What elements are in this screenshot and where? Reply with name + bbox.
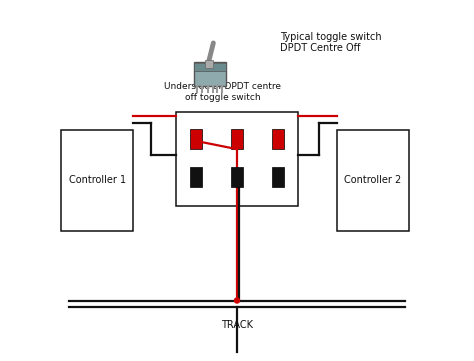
Bar	[272, 167, 284, 187]
Text: Controller 2: Controller 2	[345, 175, 402, 186]
Bar	[337, 130, 409, 231]
Bar	[272, 130, 284, 149]
Bar	[194, 63, 226, 71]
Bar	[190, 130, 202, 149]
Text: Typical toggle switch
DPDT Centre Off: Typical toggle switch DPDT Centre Off	[280, 32, 382, 53]
Bar	[205, 60, 213, 68]
Bar	[231, 167, 243, 187]
Bar	[190, 167, 202, 187]
Bar	[176, 112, 298, 205]
Circle shape	[235, 298, 239, 303]
Text: Underside of DPDT centre
off toggle switch: Underside of DPDT centre off toggle swit…	[164, 82, 281, 102]
Bar	[231, 130, 243, 149]
Text: Controller 1: Controller 1	[69, 175, 126, 186]
Text: TRACK: TRACK	[221, 320, 253, 330]
Bar	[62, 130, 133, 231]
Bar	[194, 62, 226, 86]
